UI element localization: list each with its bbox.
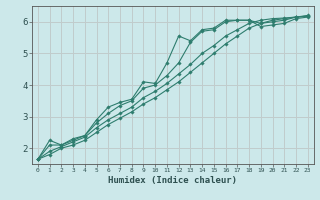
X-axis label: Humidex (Indice chaleur): Humidex (Indice chaleur) — [108, 176, 237, 185]
